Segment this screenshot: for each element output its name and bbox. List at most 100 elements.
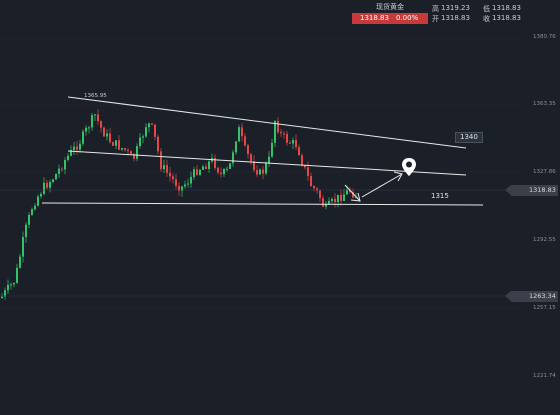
candle-body (283, 133, 285, 135)
location-pin-icon[interactable] (401, 157, 417, 181)
candle-body (277, 120, 279, 133)
lower-price-tag-value: 1263.34 (529, 292, 556, 300)
candle-body (292, 139, 294, 144)
candle-body (307, 167, 309, 176)
candle-body (46, 182, 48, 188)
candle-body (112, 142, 114, 146)
candle-body (79, 143, 81, 150)
candle-body (181, 186, 183, 191)
candle-body (319, 190, 321, 199)
candle-body (133, 153, 135, 159)
candle-body (67, 155, 69, 160)
candle-body (130, 151, 132, 154)
candle-body (1, 296, 3, 298)
candle-body (103, 127, 105, 137)
candle-body (274, 120, 276, 143)
candle-body (19, 256, 21, 268)
candle-body (127, 149, 129, 152)
candle-body (340, 194, 342, 201)
candle-body (295, 139, 297, 148)
forecast-arrow-up[interactable] (361, 173, 403, 198)
candle-body (97, 114, 99, 122)
candle-body (169, 172, 171, 177)
candle-body (151, 123, 153, 125)
price-axis-label: 1292.55 (533, 237, 556, 243)
candle-body (58, 168, 60, 174)
support-line[interactable] (41, 202, 484, 206)
middle-trendline[interactable] (67, 150, 467, 176)
target-lower-label: 1315 (431, 192, 449, 200)
candle-body (259, 169, 261, 175)
candle-body (22, 237, 24, 257)
candle-body (298, 147, 300, 156)
candle-body (265, 163, 267, 174)
candle-body (115, 140, 117, 146)
candle-body (25, 224, 27, 238)
candle-body (76, 146, 78, 150)
candle-body (241, 127, 243, 137)
candle-body (262, 169, 264, 174)
candle-body (190, 176, 192, 184)
price-axis-label: 1380.76 (533, 34, 556, 40)
open-label: 开 (432, 15, 439, 23)
candle-body (136, 146, 138, 159)
candle-body (253, 161, 255, 171)
candle-body (124, 148, 126, 150)
candle-body (226, 168, 228, 170)
candle-body (142, 136, 144, 138)
candle-body (304, 165, 306, 168)
candle-body (184, 184, 186, 187)
high-label: 高 (432, 5, 439, 13)
open-value: 1318.83 (441, 14, 470, 22)
candle-body (352, 192, 354, 198)
candle-body (82, 131, 84, 144)
candle-body (172, 176, 174, 180)
candle-body (34, 205, 36, 210)
candle-body (91, 115, 93, 128)
candles (1, 109, 357, 300)
instrument-name[interactable]: 现货黄金 (376, 3, 404, 11)
chart-grid (0, 37, 525, 377)
candle-body (160, 151, 162, 170)
candle-body (331, 198, 333, 202)
candle-body (100, 121, 102, 128)
candle-body (256, 170, 258, 175)
price-axis-label: 1221.74 (533, 373, 556, 379)
candle-body (43, 182, 45, 194)
candle-body (220, 172, 222, 175)
close-label: 收 (483, 15, 490, 23)
candle-body (229, 163, 231, 169)
candle-body (208, 161, 210, 169)
candle-body (250, 154, 252, 162)
high-mark-label: 1365.95 (84, 93, 107, 99)
candle-body (322, 198, 324, 207)
candle-body (343, 194, 345, 201)
candle-body (64, 160, 66, 170)
candle-body (163, 165, 165, 170)
candle-body (178, 185, 180, 191)
candle-body (217, 167, 219, 173)
candle-body (139, 137, 141, 147)
candle-body (235, 141, 237, 153)
candle-body (94, 114, 96, 116)
candle-body (148, 123, 150, 128)
candle-body (286, 133, 288, 143)
price-axis-label: 1257.15 (533, 305, 556, 311)
candle-body (10, 284, 12, 286)
candle-body (118, 140, 120, 150)
candle-body (61, 168, 63, 170)
current-price-tag: 1318.83 (505, 185, 558, 196)
candle-body (49, 182, 51, 188)
upper-trendline[interactable] (67, 96, 467, 149)
trendlines (0, 96, 510, 297)
forecast-arrow-down[interactable] (344, 184, 361, 202)
candle-body (232, 152, 234, 164)
candle-body (337, 194, 339, 203)
candle-body (214, 158, 216, 168)
candle-body (202, 166, 204, 170)
candle-body (37, 196, 39, 206)
target-upper-label: 1340 (455, 132, 483, 143)
candle-body (199, 169, 201, 175)
candle-body (121, 148, 123, 150)
